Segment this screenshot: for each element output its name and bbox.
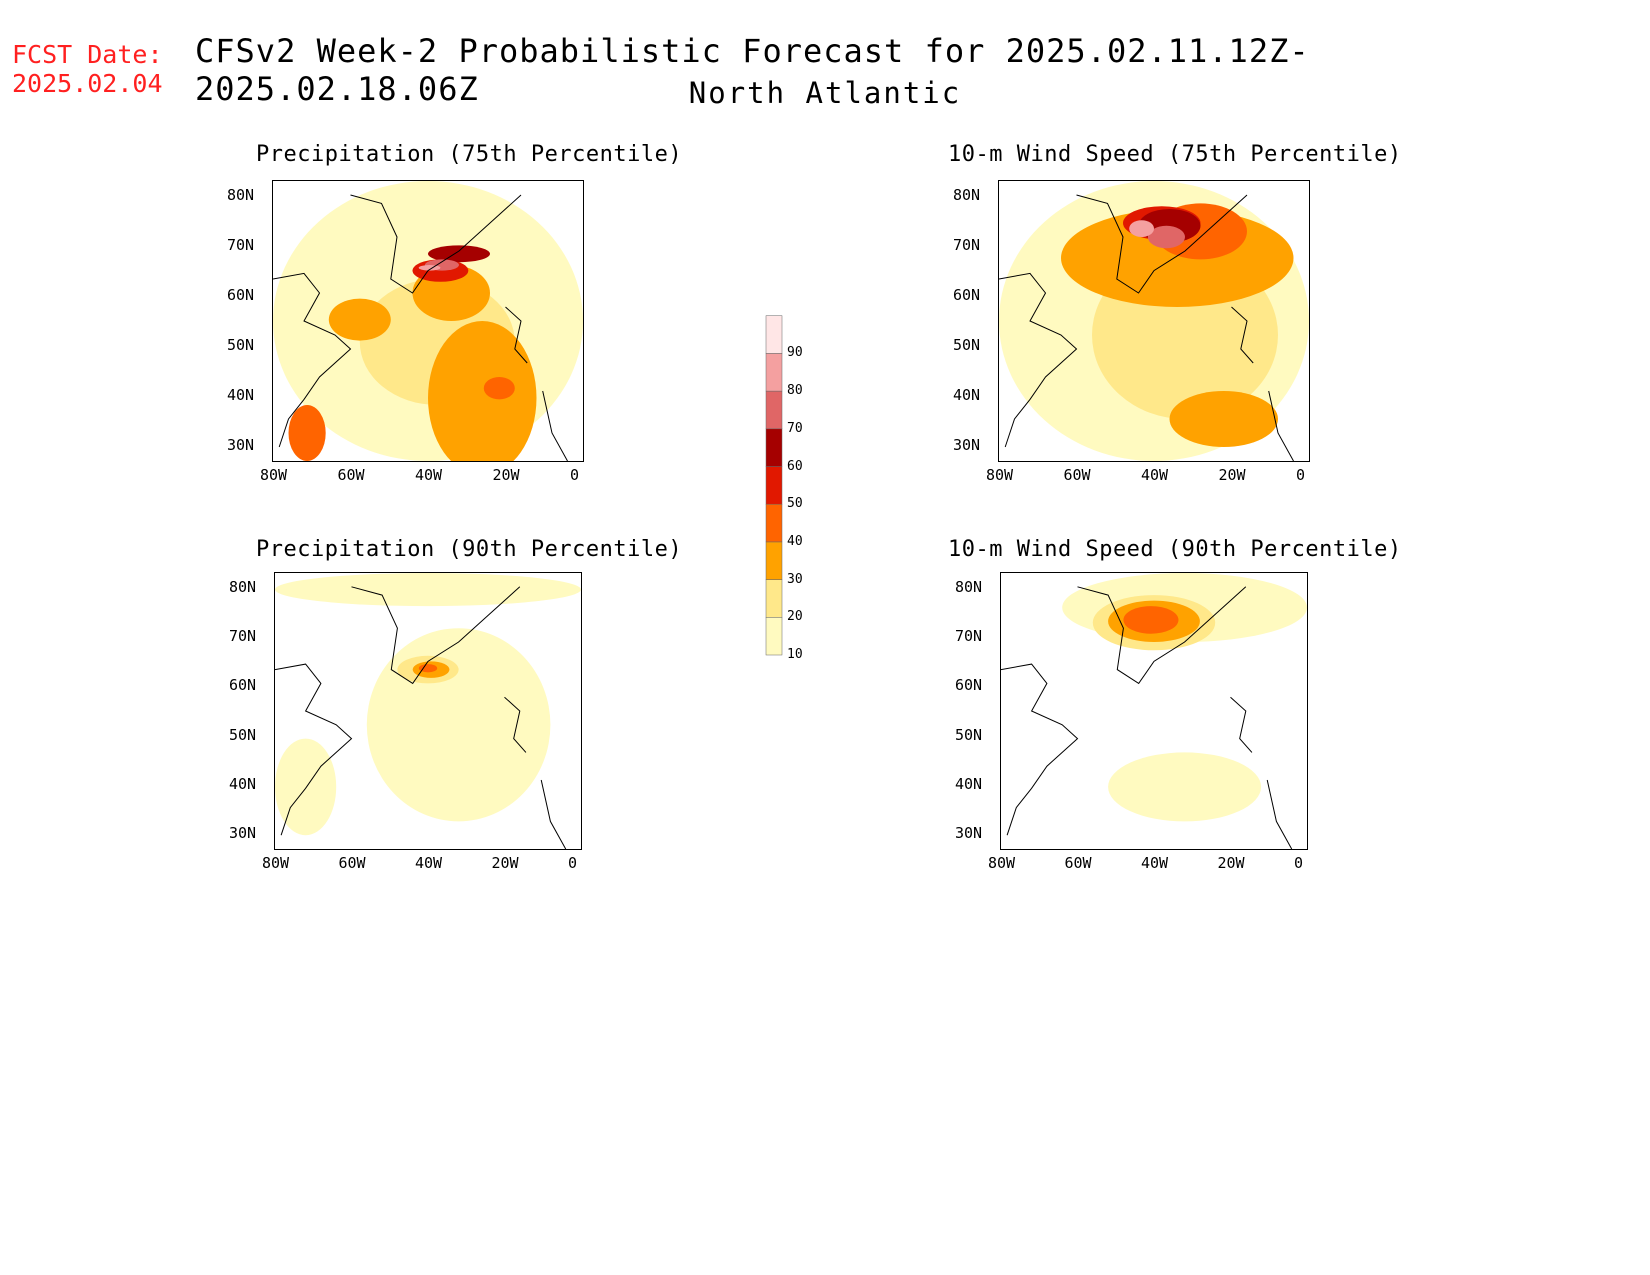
lon-tick-label: 80W: [262, 854, 290, 872]
colorbar-segment: [765, 579, 783, 618]
lat-tick-label: 50N: [955, 725, 983, 744]
colorbar-tick-label: 90: [787, 345, 803, 361]
lat-tick-label: 70N: [227, 236, 255, 254]
contour-region: [288, 405, 326, 461]
lon-tick-label: 20W: [1218, 466, 1246, 484]
map-wind90: [1000, 572, 1308, 850]
lat-tick-label: 70N: [953, 236, 981, 254]
coastline: [1001, 586, 1293, 849]
contour-region: [418, 664, 438, 673]
lon-tick-label: 60W: [1064, 854, 1092, 872]
fcst-date-block: FCST Date: 2025.02.04: [12, 40, 163, 98]
colorbar-segment: [765, 466, 783, 505]
colorbar-segment: [765, 428, 783, 467]
colorbar-tick-label: 40: [787, 533, 803, 549]
lat-tick-label: 40N: [229, 774, 257, 793]
lon-tick-label: 40W: [415, 466, 443, 484]
lon-tick-label: 20W: [492, 466, 520, 484]
lat-tick-label: 60N: [227, 286, 255, 304]
coastline: [273, 194, 568, 461]
page-title: CFSv2 Week-2 Probabilistic Forecast for …: [195, 32, 1310, 108]
lat-tick-label: 30N: [227, 436, 255, 454]
fcst-date-value: 2025.02.04: [12, 69, 163, 98]
contour-region: [1129, 220, 1154, 237]
lat-tick-label: 30N: [229, 824, 257, 842]
contour-region: [1123, 606, 1179, 634]
panel-title-wind75: 10-m Wind Speed (75th Percentile): [948, 142, 1402, 167]
map-precip75: [272, 180, 584, 462]
contour-region: [275, 738, 337, 836]
panel-title-precip75: Precipitation (75th Percentile): [256, 142, 683, 167]
lat-tick-label: 40N: [955, 774, 983, 793]
colorbar-tick-label: 10: [787, 647, 803, 662]
lat-tick-label: 70N: [229, 627, 257, 646]
map-field-wind90: [1001, 573, 1307, 849]
colorbar-segment: [765, 503, 783, 543]
lat-tick-label: 80N: [955, 578, 983, 596]
colorbar-segment: [765, 390, 783, 430]
lat-tick-label: 60N: [953, 286, 981, 304]
contour-region: [1169, 391, 1278, 447]
colorbar-segment: [765, 617, 783, 656]
lat-tick-label: 50N: [953, 336, 981, 354]
coastline: [275, 586, 567, 849]
coastline: [999, 194, 1294, 461]
lon-tick-label: 80W: [986, 466, 1014, 484]
lat-tick-label: 80N: [229, 578, 257, 596]
colorbar-segment: [765, 315, 783, 354]
lat-tick-label: 80N: [953, 186, 981, 204]
lat-tick-label: 30N: [955, 824, 983, 842]
lon-tick-label: 20W: [1217, 854, 1245, 872]
lat-tick-label: 50N: [229, 725, 257, 744]
contour-region: [275, 573, 581, 607]
lat-tick-label: 40N: [953, 386, 981, 404]
lon-tick-label: 20W: [491, 854, 519, 872]
lon-tick-label: 0: [1294, 854, 1304, 872]
lon-tick-label: 40W: [1141, 466, 1169, 484]
panel-title-wind90: 10-m Wind Speed (90th Percentile): [948, 537, 1402, 562]
page-subtitle: North Atlantic: [688, 76, 962, 110]
map-precip90: [274, 572, 582, 850]
colorbar: [760, 315, 820, 700]
lon-tick-label: 40W: [1141, 854, 1169, 872]
contour-region: [328, 298, 391, 341]
lon-tick-label: 0: [568, 854, 578, 872]
map-field-wind75: [999, 181, 1309, 461]
colorbar-tick-label: 30: [787, 571, 803, 587]
lat-tick-label: 60N: [229, 676, 257, 695]
lon-tick-label: 60W: [338, 854, 366, 872]
contour-region: [483, 377, 515, 400]
panel-title-precip90: Precipitation (90th Percentile): [256, 537, 683, 562]
lat-tick-label: 80N: [227, 186, 255, 204]
map-field-precip75: [273, 181, 583, 461]
contour-region: [1108, 752, 1262, 822]
colorbar-tick-label: 20: [787, 609, 803, 625]
contour-region: [428, 245, 490, 263]
fcst-date-label: FCST Date:: [12, 40, 163, 69]
lon-tick-label: 40W: [415, 854, 443, 872]
colorbar-tick-label: 70: [787, 420, 803, 436]
lon-tick-label: 0: [1296, 466, 1306, 484]
lat-tick-label: 50N: [227, 336, 255, 354]
lon-tick-label: 80W: [260, 466, 288, 484]
colorbar-tick-label: 50: [787, 496, 803, 512]
map-wind75: [998, 180, 1310, 462]
map-field-precip90: [275, 573, 581, 849]
colorbar-segment: [765, 541, 783, 580]
contour-region: [428, 321, 537, 461]
colorbar-tick-label: 80: [787, 383, 803, 399]
contour-region: [1147, 225, 1185, 249]
lat-tick-label: 40N: [227, 386, 255, 404]
colorbar-graphic: [765, 315, 783, 656]
lat-tick-label: 30N: [953, 436, 981, 454]
colorbar-tick-label: 60: [787, 458, 803, 474]
lat-tick-label: 70N: [955, 627, 983, 646]
lon-tick-label: 80W: [988, 854, 1016, 872]
lat-tick-label: 60N: [955, 676, 983, 695]
lon-tick-label: 0: [570, 466, 580, 484]
contour-region: [366, 628, 551, 822]
colorbar-segment: [765, 353, 783, 392]
lon-tick-label: 60W: [337, 466, 365, 484]
lon-tick-label: 60W: [1063, 466, 1091, 484]
